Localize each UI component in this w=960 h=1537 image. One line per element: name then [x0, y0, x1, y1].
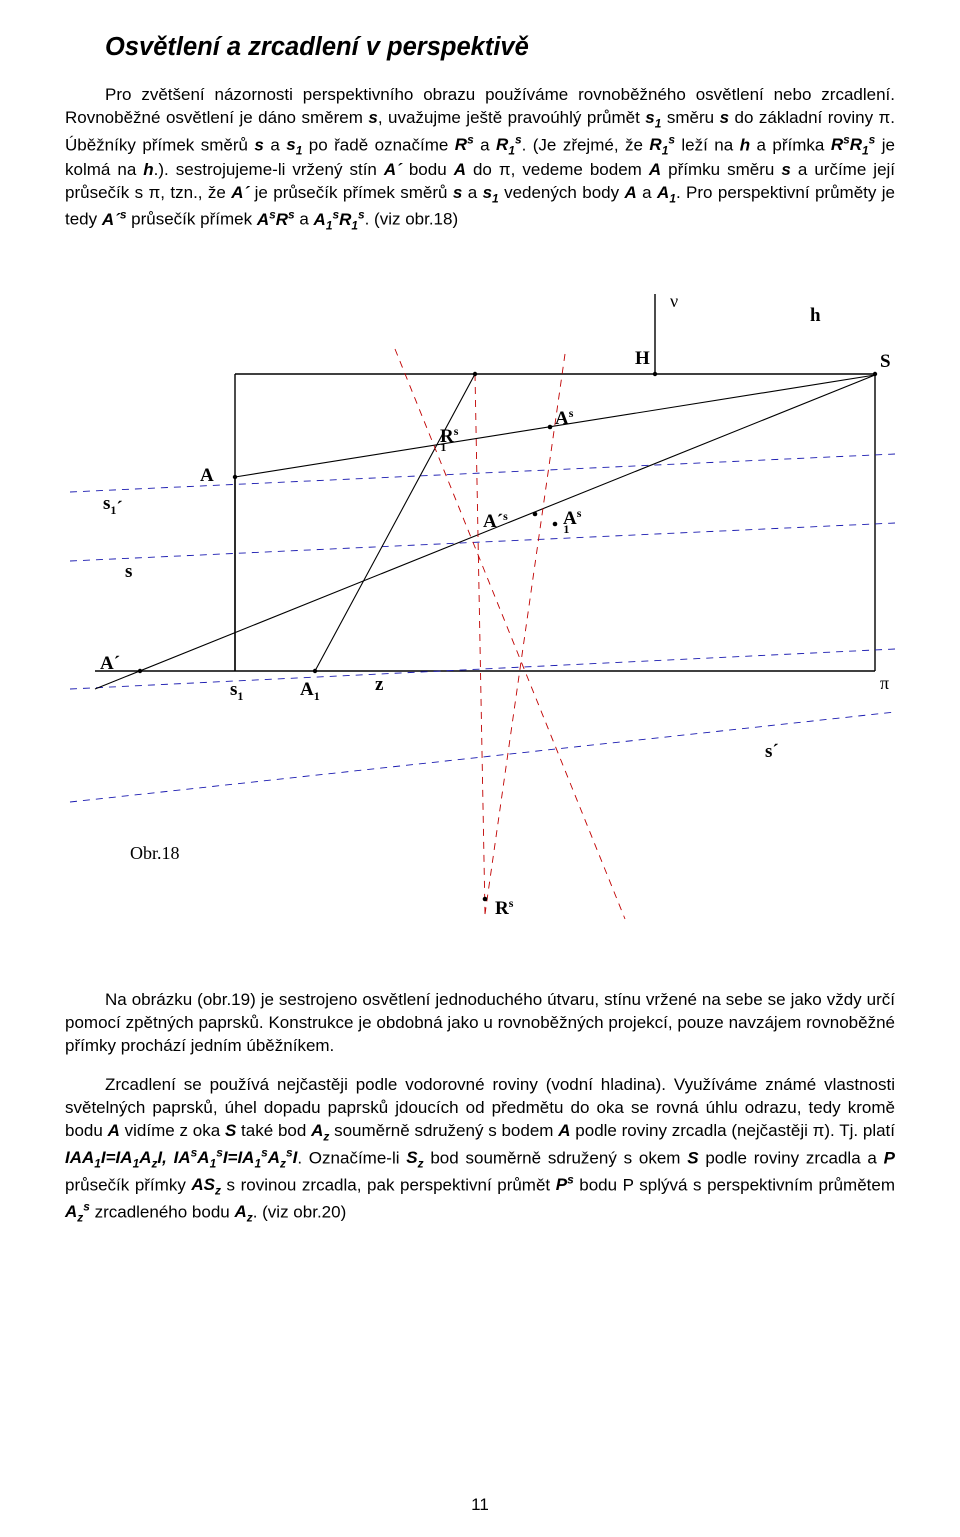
- label-As: As: [555, 406, 574, 429]
- figure-caption: Obr.18: [130, 843, 180, 863]
- label-Aprimes: A´s: [483, 509, 508, 532]
- label-s: s: [125, 561, 132, 582]
- label-s1: s1: [230, 679, 243, 703]
- label-H: H: [635, 348, 650, 369]
- label-h: h: [810, 305, 821, 326]
- label-Rs: Rs: [495, 896, 514, 919]
- label-Aprime: A´: [100, 653, 120, 674]
- label-A1: A1: [300, 679, 320, 703]
- page-number: 11: [471, 1494, 489, 1517]
- label-pi: π: [880, 673, 889, 693]
- label-z: z: [375, 674, 384, 695]
- label-sprime: s´: [765, 741, 779, 762]
- paragraph-3: Zrcadlení se používá nejčastěji podle vo…: [65, 1074, 895, 1226]
- label-A1s: As1: [563, 506, 582, 536]
- label-nu: ν: [670, 291, 678, 311]
- label-A: A: [200, 465, 214, 486]
- label-R1s: Rs1: [440, 424, 459, 454]
- figure-obr18: ν h H S Rs1 A As A´s As1 s1´ s A´ s1 A1 …: [65, 249, 895, 959]
- page-heading: Osvětlení a zrcadlení v perspektivě: [105, 30, 895, 64]
- paragraph-1: Pro zvětšení názornosti perspektivního o…: [65, 84, 895, 233]
- paragraph-2: Na obrázku (obr.19) je sestrojeno osvětl…: [65, 989, 895, 1058]
- label-S: S: [880, 351, 891, 372]
- label-s1prime: s1´: [103, 493, 123, 519]
